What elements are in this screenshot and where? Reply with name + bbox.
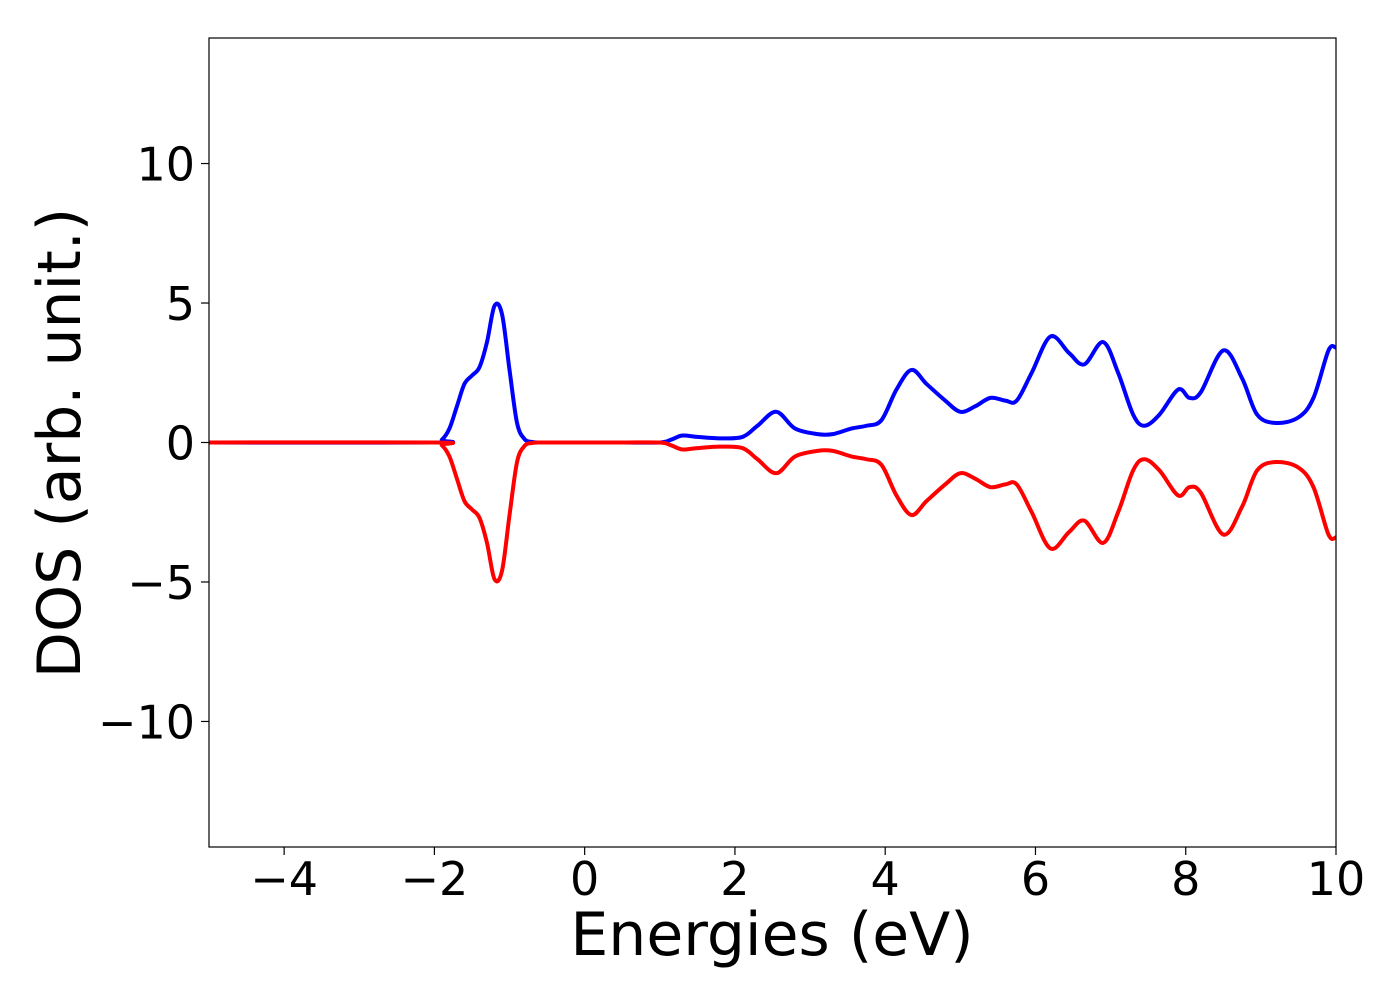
series-layer (209, 301, 1336, 584)
y-tick-label: 10 (136, 138, 195, 192)
series-line-red (209, 440, 1336, 584)
y-tick-label: −10 (98, 695, 195, 749)
x-axis-ticks: −4 −2 0 2 4 6 8 10 (250, 847, 1365, 906)
x-tick-label: 4 (871, 852, 900, 906)
x-tick-label: 0 (570, 852, 599, 906)
y-axis-ticks: −10 −5 0 5 10 (98, 138, 209, 749)
y-tick-label: 5 (166, 277, 195, 331)
y-axis-title: DOS (arb. unit.) (25, 208, 95, 678)
x-tick-label: 10 (1307, 852, 1366, 906)
x-axis-title: Energies (eV) (570, 900, 973, 970)
y-tick-label: 0 (166, 417, 195, 471)
series-line-blue (209, 301, 1336, 445)
x-tick-label: 8 (1171, 852, 1200, 906)
x-tick-label: 2 (720, 852, 749, 906)
x-tick-label: −2 (400, 852, 468, 906)
x-tick-label: −4 (250, 852, 318, 906)
x-tick-label: 6 (1021, 852, 1050, 906)
y-tick-label: −5 (127, 556, 195, 610)
